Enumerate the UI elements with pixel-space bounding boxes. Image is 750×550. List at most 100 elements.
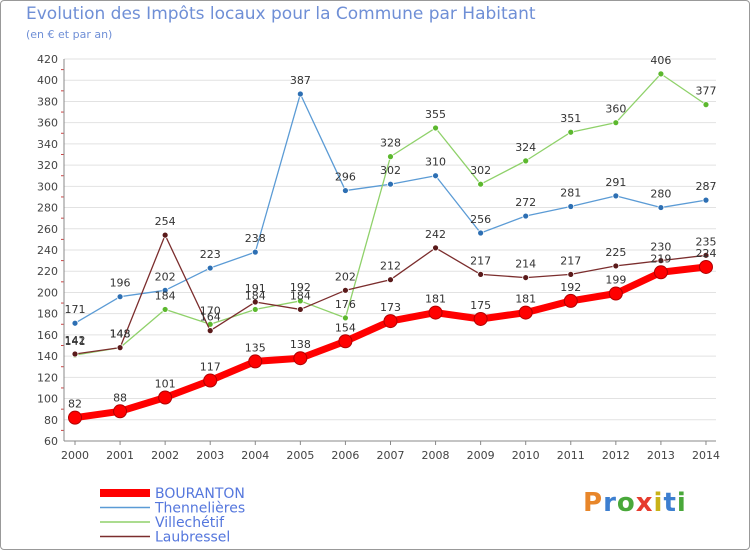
data-label: 387 [290, 74, 311, 87]
data-point [116, 293, 124, 301]
data-label: 184 [245, 289, 266, 302]
y-tick-label: 200 [37, 286, 58, 299]
x-tick-label: 2001 [106, 449, 134, 462]
y-tick-label: 80 [44, 414, 58, 427]
chart-subtitle: (en € et par an) [26, 28, 113, 41]
data-label: 238 [245, 232, 266, 245]
data-point [657, 204, 665, 211]
data-point [71, 350, 79, 358]
data-point [383, 314, 398, 329]
data-point [653, 265, 668, 280]
data-label: 142 [65, 334, 86, 347]
data-point [612, 262, 620, 270]
data-label: 256 [470, 213, 491, 226]
data-point [432, 124, 439, 132]
x-tick-label: 2013 [647, 449, 675, 462]
data-label: 254 [155, 215, 176, 228]
data-point [567, 128, 575, 136]
logo-letter: P [583, 488, 604, 518]
logo-letter: t [663, 488, 677, 518]
data-point [522, 157, 530, 165]
x-tick-label: 2004 [241, 449, 269, 462]
data-label: 219 [650, 252, 671, 265]
data-point [612, 192, 620, 200]
data-point [698, 259, 713, 274]
data-point [251, 306, 259, 313]
data-label: 217 [470, 254, 491, 267]
data-label: 173 [380, 301, 401, 314]
data-label: 192 [560, 281, 581, 294]
y-tick-label: 220 [37, 265, 58, 278]
x-tick-label: 2006 [331, 449, 359, 462]
axes: 60 80 100 120 140 160 180 200 220 240 260 280 300 320… [37, 53, 720, 462]
x-tick-label: 2007 [376, 449, 404, 462]
y-tick-label: 360 [37, 117, 58, 130]
data-label: 302 [470, 164, 491, 177]
data-point [251, 248, 259, 256]
data-point [296, 90, 304, 98]
legend-label: Thennelières [154, 501, 245, 517]
data-label: 223 [200, 248, 221, 261]
data-point [432, 172, 439, 180]
data-label: 138 [290, 338, 311, 351]
data-label: 117 [200, 361, 221, 374]
data-point [608, 286, 623, 301]
data-point [473, 311, 488, 326]
data-point [203, 373, 218, 388]
data-point [251, 298, 259, 306]
data-label: 291 [605, 176, 626, 189]
data-point [522, 274, 530, 281]
x-tick-label: 2012 [602, 449, 630, 462]
data-label: 148 [110, 328, 131, 341]
y-tick-label: 380 [37, 95, 58, 108]
legend-label: BOURANTON [155, 486, 245, 502]
y-tick-label: 60 [44, 435, 58, 448]
y-tick-label: 100 [37, 393, 58, 406]
data-point [612, 119, 620, 127]
y-tick-label: 180 [37, 308, 58, 321]
data-label: 184 [155, 289, 176, 302]
data-label: 202 [155, 270, 176, 283]
data-label: 287 [695, 180, 716, 193]
legend-label: Laubressel [155, 530, 230, 546]
y-tick-label: 240 [37, 244, 58, 257]
logo-letter: x [635, 488, 654, 518]
proxiti-logo: Proxiti [583, 488, 687, 518]
data-label: 154 [335, 321, 356, 334]
data-label: 235 [695, 235, 716, 248]
data-label: 175 [470, 299, 491, 312]
x-tick-label: 2002 [151, 449, 179, 462]
data-point [296, 306, 304, 313]
series-layer [68, 70, 713, 425]
data-point [387, 180, 394, 188]
data-label: 230 [650, 241, 671, 254]
data-label: 281 [560, 186, 581, 199]
data-point [342, 314, 349, 322]
data-label: 351 [560, 112, 581, 125]
x-tick-label: 2011 [557, 449, 585, 462]
data-point [387, 276, 394, 284]
data-point [657, 70, 665, 78]
logo-letter: o [616, 488, 636, 518]
legend: BOURANTONThennelièresVillechétifLaubress… [100, 486, 245, 546]
data-label: 196 [110, 277, 131, 290]
logo-letter: r [603, 488, 617, 518]
x-tick-label: 2005 [286, 449, 314, 462]
x-tick-label: 2003 [196, 449, 224, 462]
y-tick-label: 140 [37, 350, 58, 363]
data-point [657, 257, 665, 265]
x-tick-label: 2009 [467, 449, 495, 462]
data-point [567, 203, 575, 210]
data-label: 355 [425, 108, 446, 121]
data-label: 135 [245, 341, 266, 354]
data-point [161, 306, 169, 313]
data-label: 88 [113, 391, 127, 404]
data-point [702, 196, 710, 204]
data-point [702, 101, 710, 109]
data-label: 310 [425, 156, 446, 169]
data-label: 212 [380, 260, 401, 273]
data-label: 181 [425, 293, 446, 306]
data-point [518, 305, 533, 320]
